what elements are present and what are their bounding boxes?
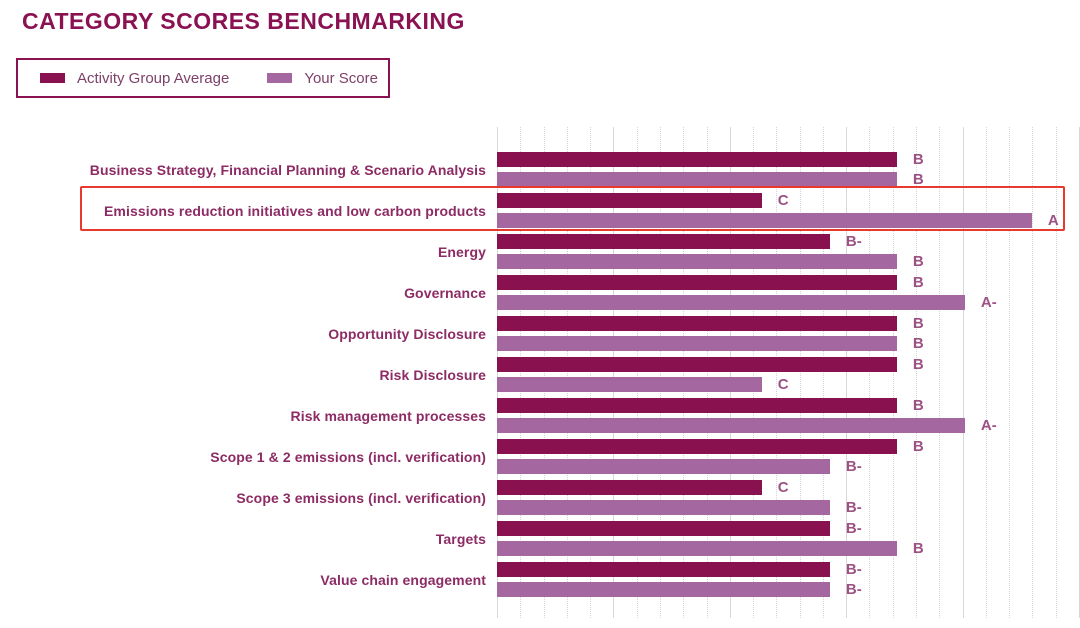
- activity-group-average-bar: [497, 398, 897, 413]
- grade-label: B: [912, 274, 924, 291]
- gridline-minor: [520, 127, 522, 618]
- grade-label: B: [912, 335, 924, 352]
- your-score-bar: [497, 213, 1032, 228]
- category-label: Value chain engagement: [320, 571, 486, 588]
- gridline-minor: [543, 127, 545, 618]
- gridline-minor: [566, 127, 568, 618]
- legend: Activity Group Average Your Score: [16, 58, 390, 98]
- your-score-bar: [497, 336, 897, 351]
- grade-label: C: [777, 479, 789, 496]
- your-score-bar: [497, 295, 965, 310]
- gridline-major: [613, 127, 615, 618]
- grade-label: B-: [845, 520, 862, 537]
- gridline-minor: [1032, 127, 1034, 618]
- page-title: CATEGORY SCORES BENCHMARKING: [22, 8, 465, 34]
- grade-label: B: [912, 253, 924, 270]
- gridline-minor: [939, 127, 941, 618]
- category-label: Governance: [404, 284, 486, 301]
- grade-label: B: [912, 397, 924, 414]
- category-label: Emissions reduction initiatives and low …: [103, 202, 486, 219]
- gridline-minor: [892, 127, 894, 618]
- gridline-minor: [590, 127, 592, 618]
- gridline-major: [497, 127, 498, 618]
- gridline-minor: [683, 127, 685, 618]
- gridline-minor: [776, 127, 778, 618]
- grade-label: A: [1047, 212, 1059, 229]
- plot-area: B B C A B- B B A- B B B C B A- B B- C B- B- B B- B-: [497, 127, 1080, 618]
- activity-group-average-bar: [497, 521, 830, 536]
- gridline-minor: [1009, 127, 1011, 618]
- gridline-major: [962, 127, 964, 618]
- your-score-bar: [497, 254, 897, 269]
- category-label: Opportunity Disclosure: [328, 325, 486, 342]
- category-label: Scope 3 emissions (incl. verification): [236, 489, 486, 506]
- activity-group-average-bar: [497, 480, 762, 495]
- your-score-bar: [497, 500, 830, 515]
- gridline-major: [729, 127, 731, 618]
- legend-item-your-score: Your Score: [267, 70, 378, 87]
- category-label: Risk Disclosure: [379, 366, 486, 383]
- activity-group-average-bar: [497, 316, 897, 331]
- grade-label: A-: [980, 294, 997, 311]
- category-label: Risk management processes: [290, 407, 486, 424]
- grade-label: B-: [845, 499, 862, 516]
- your-score-bar: [497, 418, 965, 433]
- category-label: Scope 1 & 2 emissions (incl. verificatio…: [210, 448, 486, 465]
- legend-swatch-activity-group-average: [40, 73, 65, 83]
- activity-group-average-bar: [497, 193, 762, 208]
- gridline-minor: [659, 127, 661, 618]
- activity-group-average-bar: [497, 275, 897, 290]
- grade-label: B: [912, 540, 924, 557]
- category-labels: Business Strategy, Financial Planning & …: [0, 127, 486, 618]
- grade-label: B-: [845, 561, 862, 578]
- grade-label: C: [777, 376, 789, 393]
- activity-group-average-bar: [497, 234, 830, 249]
- legend-swatch-your-score: [267, 73, 293, 83]
- your-score-bar: [497, 541, 897, 556]
- grade-label: B: [912, 356, 924, 373]
- activity-group-average-bar: [497, 439, 897, 454]
- grade-label: B-: [845, 581, 862, 598]
- legend-item-activity-group-average: Activity Group Average: [40, 70, 229, 87]
- grade-label: B: [912, 438, 924, 455]
- grade-label: C: [777, 192, 789, 209]
- your-score-bar: [497, 172, 897, 187]
- grade-label: B: [912, 315, 924, 332]
- gridline-minor: [636, 127, 638, 618]
- gridline-minor: [869, 127, 871, 618]
- activity-group-average-bar: [497, 562, 830, 577]
- legend-label: Your Score: [304, 69, 378, 87]
- your-score-bar: [497, 377, 762, 392]
- gridline-minor: [753, 127, 755, 618]
- grade-label: B-: [845, 233, 862, 250]
- your-score-bar: [497, 582, 830, 597]
- gridline-minor: [916, 127, 918, 618]
- gridline-major: [846, 127, 848, 618]
- activity-group-average-bar: [497, 357, 897, 372]
- grade-label: B-: [845, 458, 862, 475]
- activity-group-average-bar: [497, 152, 897, 167]
- gridline-minor: [822, 127, 824, 618]
- gridline-minor: [799, 127, 801, 618]
- category-label: Business Strategy, Financial Planning & …: [89, 161, 486, 178]
- grade-label: B: [912, 171, 924, 188]
- category-label: Energy: [437, 243, 486, 260]
- gridline-minor: [1055, 127, 1057, 618]
- your-score-bar: [497, 459, 830, 474]
- legend-label: Activity Group Average: [77, 69, 230, 87]
- grade-label: A-: [980, 417, 997, 434]
- category-label: Targets: [435, 530, 486, 547]
- gridline-minor: [985, 127, 987, 618]
- grade-label: B: [912, 151, 924, 168]
- gridline-minor: [706, 127, 708, 618]
